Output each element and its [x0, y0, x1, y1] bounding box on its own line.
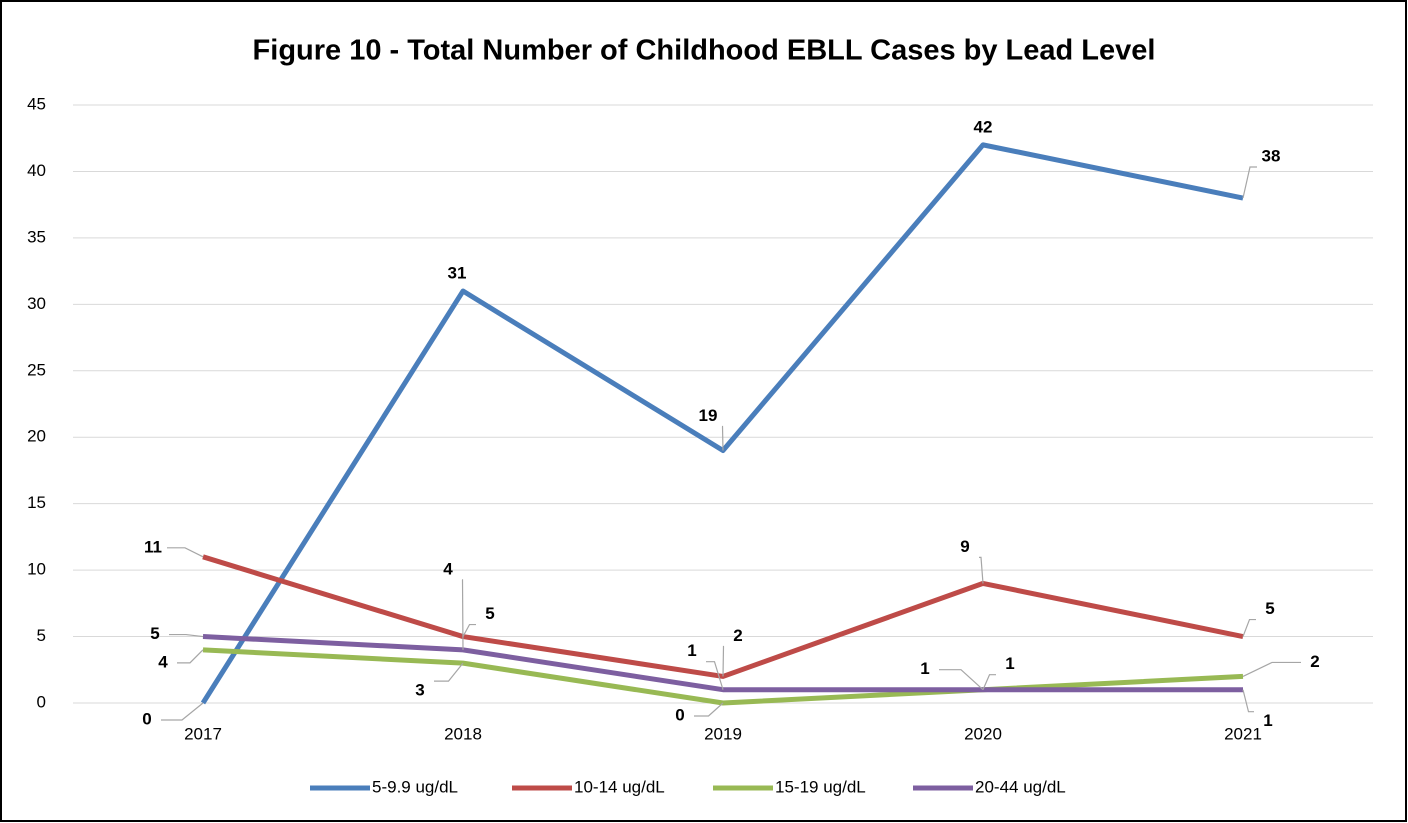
data-label: 9	[960, 537, 969, 556]
leader-line	[169, 633, 204, 638]
y-tick-label: 5	[37, 626, 46, 645]
leader-line	[1242, 618, 1256, 637]
legend-label: 20-44 ug/dL	[975, 777, 1066, 796]
data-label: 1	[920, 659, 929, 678]
y-tick-label: 25	[27, 360, 46, 379]
leader-line	[167, 547, 204, 558]
data-label: 11	[144, 537, 162, 556]
leader-line	[982, 674, 996, 690]
x-tick-label: 2019	[704, 724, 742, 743]
chart-title: Figure 10 - Total Number of Childhood EB…	[253, 35, 1156, 67]
data-label: 4	[158, 652, 168, 671]
data-label: 2	[733, 626, 742, 645]
data-label: 0	[675, 705, 684, 724]
y-tick-label: 45	[27, 94, 46, 113]
legend-label: 5-9.9 ug/dL	[372, 777, 458, 796]
x-tick-label: 2020	[964, 724, 1002, 743]
y-tick-label: 30	[27, 294, 46, 313]
data-label: 1	[1263, 711, 1272, 730]
data-label: 31	[448, 264, 467, 283]
leader-line	[462, 623, 476, 637]
leader-line	[722, 645, 725, 677]
x-tick-label: 2017	[184, 724, 222, 743]
y-tick-label: 10	[27, 560, 46, 579]
data-label: 2	[1310, 652, 1319, 671]
leader-line	[461, 579, 464, 650]
data-label: 38	[1262, 147, 1281, 166]
leader-line	[1242, 166, 1257, 199]
x-tick-label: 2018	[444, 724, 482, 743]
leader-line	[706, 661, 724, 690]
y-tick-label: 20	[27, 427, 46, 446]
y-tick-label: 40	[27, 161, 46, 180]
legend-label: 10-14 ug/dL	[574, 777, 665, 796]
leader-line	[979, 556, 984, 584]
y-tick-label: 15	[27, 493, 46, 512]
data-label: 1	[687, 641, 696, 660]
leader-line	[721, 425, 724, 451]
data-label: 5	[150, 624, 159, 643]
y-tick-label: 0	[37, 692, 46, 711]
leader-line	[939, 669, 984, 691]
legend-label: 15-19 ug/dL	[775, 777, 866, 796]
x-tick-label: 2021	[1224, 724, 1262, 743]
leader-line	[177, 649, 204, 664]
leader-line	[1242, 689, 1254, 713]
leader-line	[434, 662, 464, 682]
data-label: 5	[485, 604, 494, 623]
leader-line	[1242, 661, 1301, 677]
y-tick-label: 35	[27, 227, 46, 246]
data-label: 4	[443, 559, 453, 578]
data-label: 1	[1005, 654, 1014, 673]
data-label: 3	[415, 681, 424, 700]
data-label: 0	[142, 709, 151, 728]
data-label: 42	[974, 117, 993, 136]
leader-line	[161, 702, 204, 721]
data-label: 19	[699, 406, 718, 425]
data-label: 5	[1265, 599, 1274, 618]
leader-line	[694, 702, 724, 717]
